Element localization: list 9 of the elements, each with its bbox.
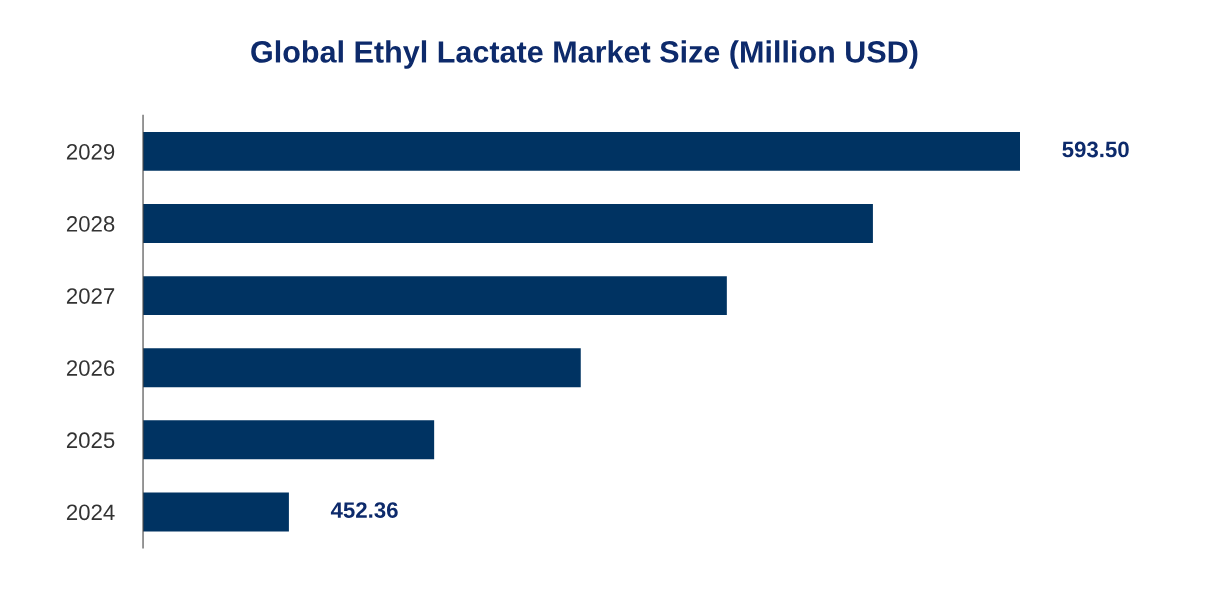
y-tick-label: 2026 [66, 360, 115, 376]
data-label: 452.36 [330, 502, 398, 518]
y-tick-label: 2024 [66, 504, 115, 521]
chart-title: Global Ethyl Lactate Market Size (Million USD) [251, 40, 918, 69]
y-tick-label: 2029 [66, 143, 115, 160]
y-tick-label: 2028 [66, 216, 115, 232]
y-tick-label: 2027 [66, 288, 115, 304]
y-tick-label: 2025 [66, 432, 115, 449]
data-label: 593.50 [1062, 141, 1129, 158]
